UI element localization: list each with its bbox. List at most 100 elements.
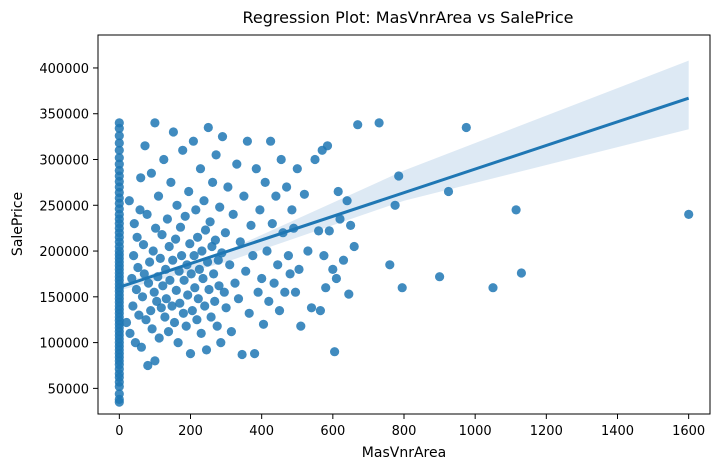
data-point: [511, 205, 521, 215]
data-point: [187, 306, 197, 316]
data-point: [235, 237, 245, 247]
plot-area: [114, 60, 694, 407]
data-point: [164, 241, 174, 252]
data-point: [147, 324, 157, 334]
data-point: [290, 287, 301, 297]
data-point: [306, 303, 317, 313]
data-point: [287, 205, 297, 215]
data-point: [142, 209, 152, 219]
data-point: [179, 275, 189, 285]
x-tick-label: 400: [249, 424, 274, 439]
data-point: [215, 202, 225, 212]
data-point: [206, 312, 216, 322]
data-point: [196, 328, 206, 338]
data-point: [217, 132, 228, 142]
data-point: [185, 239, 195, 249]
data-point: [151, 223, 161, 233]
data-point: [394, 171, 404, 181]
data-point: [330, 347, 340, 357]
x-tick-label: 1400: [601, 424, 634, 439]
data-point: [139, 269, 149, 279]
data-point: [114, 138, 124, 148]
x-tick-label: 1200: [530, 424, 563, 439]
data-point: [292, 164, 302, 174]
data-point: [169, 317, 180, 328]
data-point: [200, 301, 210, 311]
data-point: [175, 222, 186, 232]
data-point: [282, 182, 292, 192]
data-point: [257, 273, 267, 284]
x-tick-label: 600: [320, 424, 345, 439]
data-point: [203, 122, 213, 133]
data-point: [205, 217, 215, 227]
data-point: [140, 141, 150, 151]
data-point: [390, 200, 400, 210]
data-point: [114, 153, 124, 163]
data-point: [273, 260, 283, 270]
data-point: [136, 342, 146, 352]
data-point: [165, 275, 175, 285]
data-point: [189, 251, 199, 261]
data-point: [177, 251, 187, 261]
data-point: [331, 273, 341, 284]
x-tick-label: 1000: [459, 424, 492, 439]
data-point: [219, 287, 229, 297]
data-point: [158, 281, 168, 291]
data-point: [315, 306, 325, 316]
data-point: [239, 191, 249, 201]
data-point: [299, 189, 309, 199]
data-point: [266, 136, 276, 146]
data-point: [183, 290, 193, 300]
data-point: [335, 214, 345, 224]
data-point: [134, 310, 144, 320]
data-point: [145, 257, 155, 267]
data-point: [314, 226, 324, 236]
data-point: [168, 255, 178, 265]
data-point: [253, 287, 263, 297]
data-point: [200, 225, 211, 235]
data-point: [212, 321, 222, 331]
data-point: [143, 278, 154, 288]
data-point: [216, 338, 226, 348]
data-point: [267, 219, 277, 229]
data-point: [303, 246, 313, 256]
x-tick-label: 0: [115, 424, 123, 439]
data-point: [157, 230, 167, 240]
data-point: [188, 136, 198, 146]
data-point: [178, 145, 188, 155]
data-point: [193, 232, 203, 242]
data-point: [143, 360, 153, 371]
data-point: [137, 292, 148, 302]
y-tick-label: 50000: [48, 382, 89, 397]
data-point: [274, 306, 285, 316]
data-point: [132, 232, 142, 242]
data-point: [146, 168, 156, 178]
data-point: [121, 317, 132, 328]
y-tick-label: 400000: [39, 62, 89, 77]
confidence-band: [119, 60, 689, 291]
data-point: [374, 118, 384, 128]
data-point: [210, 296, 220, 306]
data-point: [230, 278, 240, 288]
data-point: [248, 251, 258, 261]
data-point: [516, 268, 527, 278]
data-point: [141, 315, 151, 325]
data-point: [173, 338, 183, 348]
data-point: [154, 333, 164, 343]
data-point: [153, 191, 164, 201]
data-point: [296, 321, 306, 331]
data-point: [344, 289, 354, 299]
data-point: [114, 159, 124, 169]
data-point: [171, 234, 181, 244]
data-point: [251, 164, 261, 174]
y-axis-label: SalePrice: [10, 192, 26, 256]
data-point: [322, 141, 333, 151]
data-point: [175, 298, 185, 308]
data-point: [211, 150, 221, 160]
data-point: [124, 196, 134, 206]
data-point: [150, 356, 160, 366]
data-point: [250, 349, 260, 359]
data-point: [150, 118, 160, 128]
data-point: [488, 283, 498, 293]
